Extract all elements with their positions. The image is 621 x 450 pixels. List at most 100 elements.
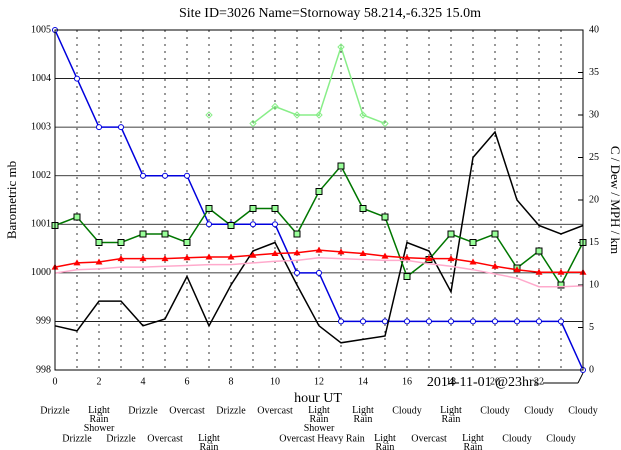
- weather-label: Overcast: [411, 433, 447, 444]
- chart-title: Site ID=3026 Name=Stornoway 58.214,-6.32…: [179, 6, 481, 21]
- x-tick-label: 22: [534, 376, 544, 387]
- weather-label: Drizzle: [216, 405, 246, 416]
- point: [161, 255, 169, 262]
- weather-label: Cloudy: [480, 405, 509, 416]
- y-tick-label: 1002: [31, 170, 51, 181]
- point: [272, 221, 278, 228]
- point: [118, 124, 124, 131]
- point: [250, 221, 256, 228]
- x-tick-label: 10: [270, 376, 280, 387]
- y-tick-label: 998: [36, 364, 51, 375]
- weather-label: Drizzle: [106, 433, 136, 444]
- point: [293, 111, 301, 119]
- point: [205, 205, 213, 212]
- point: [557, 268, 565, 275]
- point: [95, 239, 103, 246]
- point: [360, 318, 366, 325]
- plot-area: [51, 27, 587, 373]
- y2-tick-label: 35: [589, 67, 599, 78]
- y2-tick-label: 25: [589, 152, 599, 163]
- plot-frame: [54, 29, 584, 371]
- point: [359, 205, 367, 212]
- y-tick-label: 1000: [31, 267, 51, 278]
- point: [513, 266, 521, 273]
- point: [161, 230, 169, 238]
- series-line: [54, 130, 584, 344]
- x-tick-label: 0: [53, 376, 58, 387]
- x-tick-label: 18: [446, 376, 456, 387]
- point: [426, 318, 432, 325]
- y-tick-label: 1005: [31, 24, 51, 35]
- x-tick-label: 6: [185, 376, 190, 387]
- point: [337, 43, 345, 51]
- point: [139, 255, 147, 262]
- x-tick-label: 2: [97, 376, 102, 387]
- point: [227, 253, 235, 260]
- y-tick-label: 1001: [31, 219, 51, 230]
- point: [381, 252, 389, 259]
- weather-label: Drizzle: [62, 433, 92, 444]
- annotation-line: [577, 372, 584, 384]
- point: [183, 254, 191, 261]
- point: [359, 111, 367, 119]
- series-line: [54, 257, 584, 288]
- point: [271, 205, 279, 212]
- weather-label: Light Rain: [374, 433, 396, 450]
- point: [294, 269, 300, 276]
- weather-label: Cloudy: [502, 433, 531, 444]
- point: [536, 318, 542, 325]
- x-tick-label: 16: [402, 376, 412, 387]
- weather-label: Cloudy: [524, 405, 553, 416]
- point: [337, 248, 345, 255]
- annotation: 2014-11-01 @23hrs: [427, 375, 539, 390]
- weather-label: Light Rain Shower: [304, 405, 335, 434]
- weather-label: Overcast: [257, 405, 293, 416]
- point: [249, 119, 257, 128]
- weather-label: Overcast: [147, 433, 183, 444]
- y2-tick-label: 5: [589, 322, 594, 333]
- point: [315, 111, 323, 119]
- point: [73, 213, 81, 221]
- point: [469, 239, 477, 246]
- point: [381, 119, 389, 128]
- x-tick-label: 20: [490, 376, 500, 387]
- weather-label: Cloudy: [392, 405, 421, 416]
- series-line: [252, 44, 386, 125]
- y-tick-label: 999: [36, 316, 51, 327]
- point: [382, 318, 388, 325]
- weather-label: Cloudy: [546, 433, 575, 444]
- point: [491, 262, 499, 269]
- point: [73, 259, 81, 266]
- point: [205, 111, 213, 119]
- y2-axis-label: C / Dew / MPH / km: [608, 146, 621, 254]
- point: [74, 75, 80, 82]
- point: [293, 249, 301, 256]
- point: [338, 318, 344, 325]
- point: [139, 230, 147, 238]
- x-axis-label: hour UT: [294, 391, 342, 406]
- point: [337, 162, 345, 170]
- y2-tick-label: 20: [589, 194, 599, 205]
- weather-label: Light Rain: [440, 405, 462, 425]
- point: [470, 318, 476, 325]
- x-tick-label: 12: [314, 376, 324, 387]
- point: [205, 253, 213, 260]
- y-tick-label: 1004: [31, 73, 51, 84]
- point: [184, 172, 190, 179]
- y2-tick-label: 15: [589, 237, 599, 248]
- y-axis-label: Barometric mb: [4, 161, 19, 239]
- y2-tick-label: 40: [589, 24, 599, 35]
- weather-label: Overcast: [279, 433, 315, 444]
- point: [117, 255, 125, 262]
- weather-label: Cloudy: [568, 405, 597, 416]
- point: [249, 251, 257, 258]
- weather-label: Light Rain: [352, 405, 374, 425]
- point: [227, 222, 235, 229]
- point: [381, 213, 389, 221]
- y2-tick-label: 0: [589, 364, 594, 375]
- x-tick-label: 14: [358, 376, 368, 387]
- y2-tick-label: 30: [589, 109, 599, 120]
- weather-label: Drizzle: [128, 405, 158, 416]
- point: [96, 124, 102, 131]
